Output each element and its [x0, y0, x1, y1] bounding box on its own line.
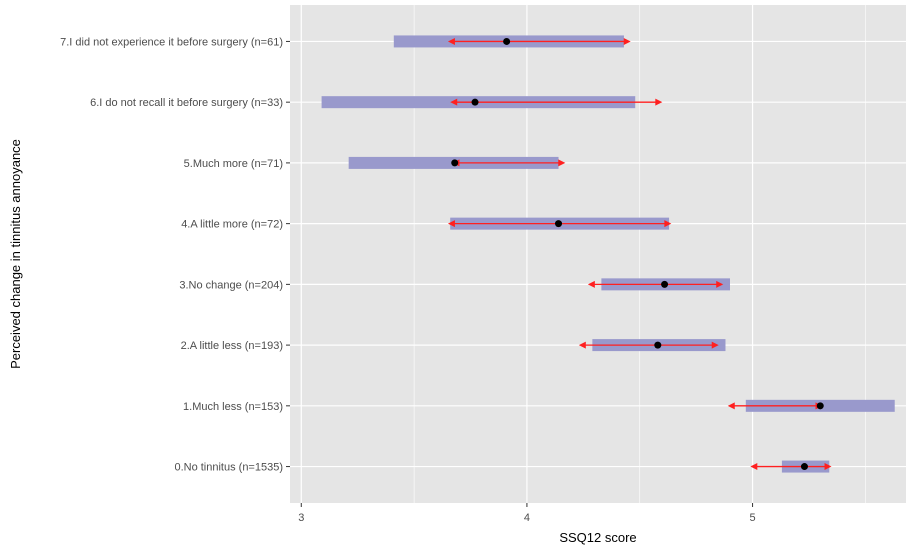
y-axis-title: Perceived change in tinnitus annoyance [8, 139, 23, 369]
arrow-head-left [578, 341, 586, 349]
x-axis-title: SSQ12 score [559, 530, 636, 545]
arrow-head-right [558, 159, 566, 167]
mean-point [503, 37, 511, 45]
y-tick-label: 6.I do not recall it before surgery (n=3… [90, 97, 283, 109]
mean-point [800, 463, 808, 471]
arrow-head-right [711, 341, 719, 349]
mean-point [661, 280, 669, 288]
mean-point [471, 98, 479, 106]
arrow-head-right [716, 280, 724, 288]
x-axis-ticks: 3 4 5 [298, 503, 756, 524]
y-tick-label: 1.Much less (n=153) [183, 401, 283, 413]
arrow-head-right [655, 98, 663, 106]
mean-point [654, 341, 662, 349]
mean-point [555, 220, 563, 228]
arrow-head-right [824, 463, 832, 471]
x-tick-label: 5 [750, 512, 756, 524]
minor-gridlines [413, 5, 866, 503]
arrow-head-left [450, 98, 458, 106]
plot-panel [290, 5, 906, 503]
y-tick-label: 4.A little more (n=72) [181, 219, 283, 231]
arrow-head-left [447, 220, 455, 228]
arrow-head-left [447, 37, 455, 45]
arrow-head-left [587, 280, 595, 288]
y-tick-label: 0.No tinnitus (n=1535) [174, 462, 283, 474]
arrow-head-right [623, 37, 631, 45]
y-tick-label: 7.I did not experience it before surgery… [60, 36, 283, 48]
y-tick-label: 5.Much more (n=71) [184, 158, 283, 170]
mean-point [816, 402, 824, 410]
mean-points [451, 37, 824, 471]
interval-arrows [447, 37, 832, 471]
arrow-head-left [727, 402, 735, 410]
y-tick-label: 2.A little less (n=193) [181, 340, 283, 352]
y-tick-label: 3.No change (n=204) [179, 279, 283, 291]
arrow-head-left [750, 463, 758, 471]
y-axis-ticks: 7.I did not experience it before surgery… [60, 36, 290, 474]
x-tick-label: 3 [298, 512, 304, 524]
arrow-head-right [664, 220, 672, 228]
mean-point [451, 159, 459, 167]
x-tick-label: 4 [524, 512, 530, 524]
